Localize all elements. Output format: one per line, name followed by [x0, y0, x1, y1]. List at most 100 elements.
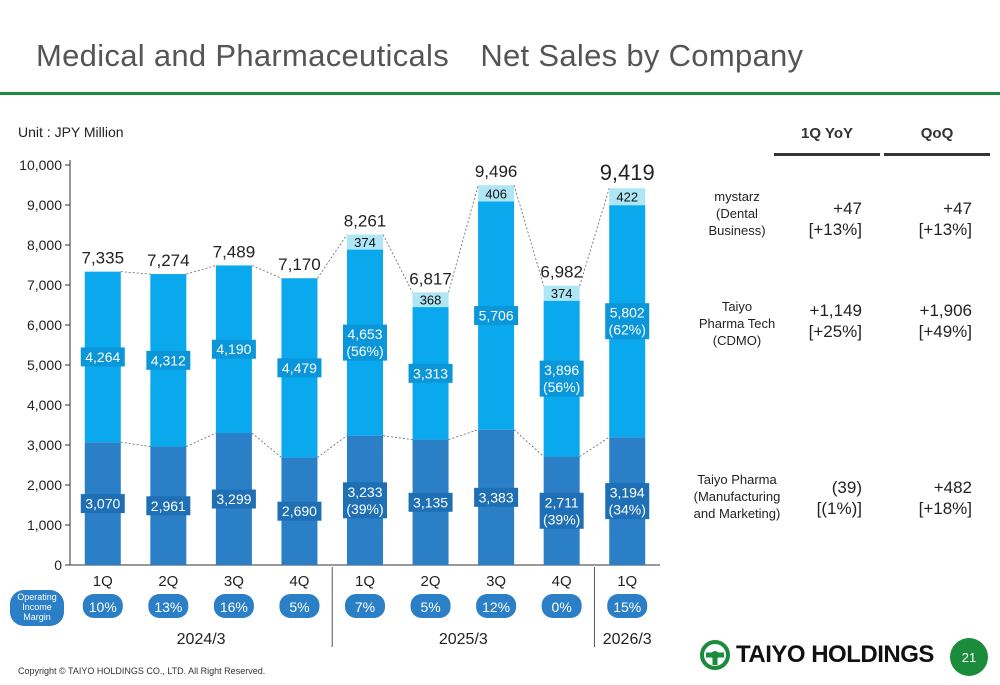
copyright-text: Copyright © TAIYO HOLDINGS CO., LTD. All…	[18, 666, 266, 676]
bar-segment	[609, 188, 646, 206]
data-label: 5,802 (62%)	[609, 305, 646, 338]
total-connector-line	[317, 234, 348, 279]
company-name: Taiyo Pharma (Manufacturing and Marketin…	[693, 472, 781, 521]
margin-legend-box	[10, 590, 64, 626]
y-tick-label: 4,000	[27, 397, 62, 413]
total-label: 7,274	[147, 251, 190, 270]
data-label: 4,312	[151, 352, 186, 368]
company-name: Taiyo Pharma Tech (CDMO)	[698, 299, 776, 348]
header-qoq: QoQ	[920, 125, 954, 142]
data-label: 374	[551, 286, 573, 301]
data-label-box	[211, 339, 256, 359]
margin-value: 5%	[420, 599, 440, 615]
x-tick-label: 3Q	[224, 573, 244, 590]
x-tick-label: 2Q	[421, 573, 441, 590]
y-tick-label: 9,000	[27, 197, 62, 213]
margin-value: 15%	[613, 599, 641, 615]
data-label: 374	[354, 235, 376, 250]
data-label: 3,233 (39%)	[346, 484, 383, 517]
data-label: 2,690	[282, 503, 317, 519]
data-label: 4,479	[282, 360, 317, 376]
yoy-value: +1,149 [+25%]	[808, 301, 862, 341]
data-label-box	[146, 496, 191, 516]
margin-badge	[279, 594, 320, 618]
bar-segment	[412, 292, 449, 308]
total-connector-line	[579, 188, 610, 286]
total-label: 6,817	[409, 269, 452, 288]
data-label-box	[474, 487, 519, 507]
data-label-box	[408, 492, 453, 512]
total-connector-line	[382, 234, 413, 293]
data-label: 3,070	[85, 496, 120, 512]
data-label-box	[146, 350, 191, 370]
y-tick-label: 5,000	[27, 357, 62, 373]
segment-connector-line	[448, 429, 479, 440]
total-connector-line	[513, 185, 545, 286]
total-label: 8,261	[344, 212, 387, 231]
y-tick-label: 8,000	[27, 237, 62, 253]
y-tick-label: 7,000	[27, 277, 62, 293]
y-tick-label: 3,000	[27, 437, 62, 453]
total-label: 9,419	[600, 160, 655, 185]
y-tick-label: 1,000	[27, 517, 62, 533]
margin-value: 12%	[482, 599, 510, 615]
margin-value: 5%	[289, 599, 309, 615]
data-label-box	[474, 306, 519, 326]
margin-badge	[607, 594, 648, 618]
data-label-box	[539, 492, 584, 529]
total-connector-line	[251, 265, 282, 279]
data-label: 5,706	[479, 308, 514, 324]
margin-badge	[345, 594, 385, 618]
margin-badge	[476, 594, 517, 618]
company-row-2-name: Taiyo Pharma (Manufacturing and Marketin…	[682, 471, 792, 522]
data-label: 368	[420, 293, 442, 308]
header-qoq-rule	[884, 153, 990, 156]
x-tick-label: 1Q	[355, 573, 375, 590]
segment-connector-line	[579, 436, 610, 457]
margin-legend-label: Operating Income Margin	[17, 592, 57, 622]
y-tick-label: 2,000	[27, 477, 62, 493]
company-row-1-name: Taiyo Pharma Tech (CDMO)	[682, 298, 792, 349]
company-row-0-name: mystarz (Dental Business)	[682, 188, 792, 239]
fiscal-year-label: 2026/3	[603, 631, 652, 648]
y-tick-label: 0	[54, 557, 62, 573]
segment-connector-line	[317, 435, 348, 458]
y-tick-label: 6,000	[27, 317, 62, 333]
fiscal-year-label: 2025/3	[439, 631, 488, 648]
data-label-box	[605, 483, 650, 520]
company-row-0-yoy: +47 [+13%]	[762, 198, 862, 240]
data-label: 3,313	[413, 365, 448, 381]
data-label: 3,135	[413, 494, 448, 510]
data-label: 406	[485, 186, 507, 201]
margin-value: 0%	[552, 599, 572, 615]
page-number-badge: 21	[950, 638, 988, 676]
data-label: 422	[616, 190, 638, 205]
page-title: Medical and Pharmaceuticals Net Sales by…	[36, 38, 804, 73]
bar-segment	[347, 234, 383, 250]
header-yoy-rule	[774, 153, 880, 156]
qoq-value: +1,906 [+49%]	[918, 301, 972, 341]
page-number: 21	[961, 649, 977, 665]
x-tick-label: 4Q	[552, 573, 572, 590]
data-label-box	[343, 482, 387, 519]
x-tick-label: 4Q	[289, 573, 309, 590]
margin-badge	[410, 594, 451, 618]
total-label: 9,496	[475, 162, 518, 181]
data-label-box	[343, 324, 387, 361]
yoy-value: +47 [+13%]	[808, 199, 862, 239]
x-tick-label: 3Q	[486, 573, 506, 590]
x-tick-label: 1Q	[617, 573, 637, 590]
data-label-box	[408, 363, 453, 383]
unit-label: Unit : JPY Million	[18, 124, 124, 140]
qoq-value: +482 [+18%]	[918, 478, 972, 518]
x-tick-label: 1Q	[93, 573, 113, 590]
data-label: 4,653 (56%)	[346, 326, 383, 359]
segment-connector-line	[513, 429, 544, 457]
data-label: 3,896 (56%)	[543, 362, 580, 395]
data-label-box	[80, 347, 125, 367]
segment-connector-line	[186, 432, 217, 447]
segment-connector-line	[251, 432, 282, 458]
margin-value: 7%	[355, 599, 375, 615]
data-label-box	[80, 494, 125, 514]
bar-segment	[478, 185, 515, 202]
